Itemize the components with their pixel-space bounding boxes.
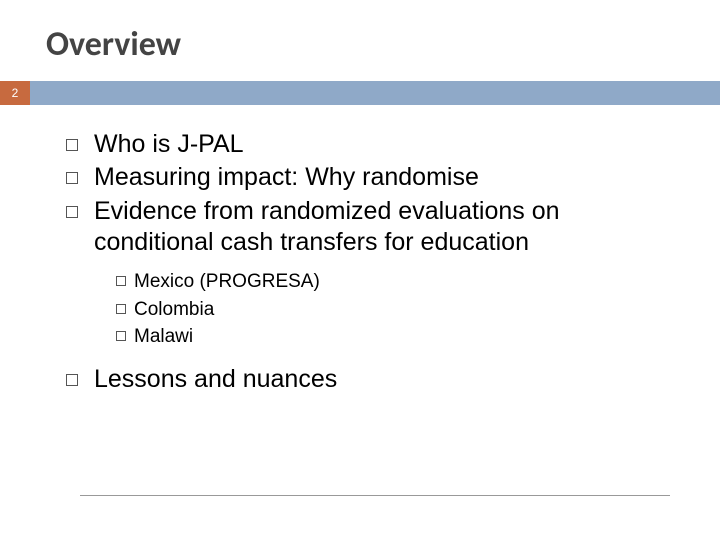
square-bullet-icon <box>66 139 78 151</box>
bullet-text: Who is J-PAL <box>94 129 244 160</box>
sub-list-item: Malawi <box>116 325 674 350</box>
square-bullet-icon <box>66 172 78 184</box>
divider-row: 2 <box>0 81 720 105</box>
slide-title: Overview <box>0 24 720 65</box>
bullet-text: Measuring impact: Why randomise <box>94 162 479 193</box>
list-item: Measuring impact: Why randomise <box>66 162 674 193</box>
square-bullet-icon <box>116 304 126 314</box>
bullet-list: Who is J-PAL Measuring impact: Why rando… <box>66 129 674 258</box>
bullet-text: Evidence from randomized evaluations on … <box>94 196 674 259</box>
list-item: Lessons and nuances <box>66 364 674 395</box>
square-bullet-icon <box>116 331 126 341</box>
square-bullet-icon <box>116 276 126 286</box>
list-item: Evidence from randomized evaluations on … <box>66 196 674 259</box>
footer-divider <box>80 495 670 496</box>
sub-bullet-text: Mexico (PROGRESA) <box>134 270 320 295</box>
page-number-box: 2 <box>0 81 30 105</box>
square-bullet-icon <box>66 374 78 386</box>
bullet-list: Lessons and nuances <box>66 364 674 395</box>
sub-bullet-list: Mexico (PROGRESA) Colombia Malawi <box>66 270 674 350</box>
divider-bar <box>30 81 720 105</box>
bullet-text: Lessons and nuances <box>94 364 337 395</box>
sub-list-item: Colombia <box>116 298 674 323</box>
content-area: Who is J-PAL Measuring impact: Why rando… <box>0 105 720 395</box>
sub-list-item: Mexico (PROGRESA) <box>116 270 674 295</box>
slide: Overview 2 Who is J-PAL Measuring impact… <box>0 0 720 540</box>
sub-bullet-text: Malawi <box>134 325 193 350</box>
square-bullet-icon <box>66 206 78 218</box>
sub-bullet-text: Colombia <box>134 298 214 323</box>
list-item: Who is J-PAL <box>66 129 674 160</box>
